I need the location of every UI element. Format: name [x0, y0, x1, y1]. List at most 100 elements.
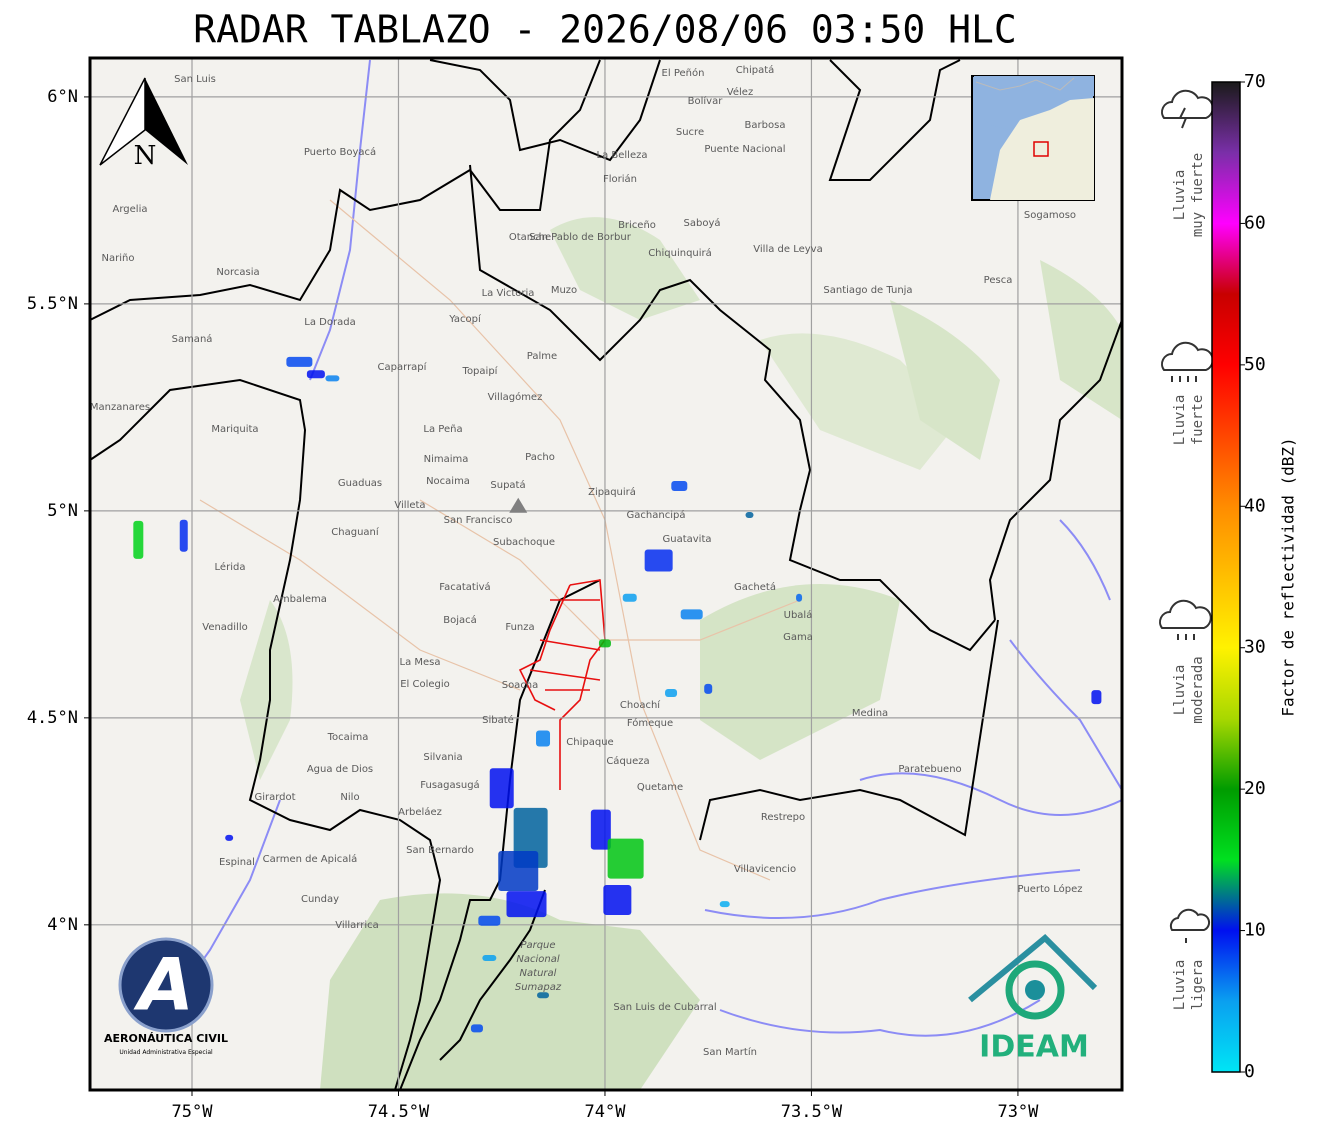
radar-echo: [590, 809, 611, 850]
title: RADAR TABLAZO - 2026/08/06 03:50 HLC: [193, 8, 1017, 52]
radar-echo: [607, 838, 644, 879]
radar-echo: [719, 901, 730, 908]
place-label: Saboyá: [684, 217, 721, 229]
radar-echoes: [133, 356, 1102, 1033]
place-label: Pacho: [525, 452, 555, 463]
radar-echo: [796, 593, 803, 602]
colorbar-tick-label: 70: [1244, 71, 1266, 92]
radar-echo: [622, 593, 637, 602]
radar-echo: [536, 730, 551, 747]
place-label: Sucre: [676, 127, 704, 138]
place-label: Fómeque: [627, 717, 673, 729]
aerocivil-logo: A AERONÁUTICA CIVIL Unidad Administrativ…: [104, 937, 228, 1056]
rain-category-label: moderada: [1190, 656, 1206, 723]
ideam-logo: IDEAM: [968, 933, 1098, 1065]
place-label: Paratebueno: [898, 764, 961, 775]
radar-echo: [478, 915, 501, 926]
place-label: Ubalá: [784, 609, 813, 621]
place-label: San Luis de Cubarral: [613, 1002, 716, 1013]
radar-echo: [1091, 690, 1102, 705]
radar-echo: [482, 954, 497, 961]
place-label: Chiquinquirá: [648, 247, 712, 259]
place-label: Guatavita: [662, 534, 711, 545]
place-label: Chipaque: [566, 737, 613, 748]
place-label: Gachancipá: [627, 509, 686, 521]
place-label: San Francisco: [444, 515, 513, 526]
place-label: Supatá: [490, 479, 525, 491]
colorbar-tick-label: 10: [1244, 920, 1266, 941]
place-label: Barbosa: [745, 120, 786, 131]
rain-category-label: fuerte: [1190, 395, 1206, 446]
colorbar-tick-label: 60: [1244, 212, 1266, 233]
place-label: Quetame: [637, 782, 683, 793]
place-label: Villagómez: [488, 391, 543, 403]
place-label: Ambalema: [273, 594, 327, 605]
place-label: Restrepo: [761, 812, 805, 823]
colorbar-tick-label: 30: [1244, 637, 1266, 658]
place-label: Espinal: [219, 857, 255, 868]
place-label: Puente Nacional: [704, 144, 785, 155]
place-label: La Belleza: [597, 150, 648, 161]
colorbar-tick-label: 40: [1244, 495, 1266, 516]
place-label: Fusagasugá: [420, 779, 479, 791]
place-label: Nariño: [102, 253, 135, 264]
place-label: Puerto López: [1018, 883, 1083, 895]
radar-echo: [286, 356, 313, 367]
place-label: Norcasia: [216, 267, 259, 278]
place-label: El Peñón: [662, 67, 705, 79]
place-label: Gama: [783, 632, 813, 643]
park-label: Natural: [520, 968, 557, 979]
place-label: La Mesa: [400, 657, 441, 668]
radar-site: [509, 497, 528, 513]
place-label: Cunday: [301, 894, 339, 905]
place-label: Briceño: [618, 220, 656, 231]
colorbar-tick-label: 0: [1244, 1061, 1255, 1082]
place-label: Vélez: [727, 86, 753, 98]
place-label: Pesca: [984, 275, 1013, 286]
place-label: Muzo: [551, 285, 577, 296]
place-label: Funza: [505, 622, 534, 633]
place-label: La Victoria: [482, 288, 535, 299]
place-label: Villavicencio: [734, 864, 796, 875]
place-label: San Bernardo: [406, 845, 474, 856]
place-label: Chaguaní: [331, 526, 380, 538]
radar-echo: [671, 481, 688, 492]
place-label: Medina: [852, 708, 888, 719]
x-tick-label: 74.5°W: [368, 1102, 430, 1122]
place-label: El Colegio: [400, 679, 450, 690]
rain-icons: [1159, 89, 1214, 943]
place-label: Lérida: [215, 561, 246, 573]
place-label: Choachí: [620, 699, 661, 711]
park-label: Parque: [520, 940, 555, 951]
rain-category-label: Lluvia: [1172, 960, 1188, 1011]
place-label: Nimaima: [424, 454, 469, 465]
place-label: Agua de Dios: [307, 764, 373, 775]
basemap: San Luis El Peñón Chipatá Vélez Puerto Boyac…: [90, 58, 1122, 1090]
radar-echo: [470, 1024, 483, 1033]
place-label: Girardot: [254, 792, 295, 803]
place-label: Carmen de Apicalá: [263, 853, 358, 865]
rain-category-label: Lluvia: [1172, 170, 1188, 221]
place-label: Samaná: [172, 333, 213, 345]
place-label: Florián: [603, 173, 637, 185]
y-tick-label: 6°N: [47, 87, 78, 107]
radar-echo: [704, 683, 713, 694]
place-label: Zipaquirá: [588, 486, 636, 498]
aerocivil-name: AERONÁUTICA CIVIL: [104, 1032, 228, 1045]
place-label: Nilo: [340, 792, 359, 803]
radar-echo: [489, 768, 514, 809]
park-label: Nacional: [516, 954, 559, 965]
radar-echo: [644, 549, 673, 572]
north-arrow: N: [99, 77, 188, 171]
place-label: Otanche: [509, 232, 551, 243]
place-label: Santiago de Tunja: [823, 285, 912, 296]
place-label: Sibaté: [482, 714, 514, 726]
place-label: La Dorada: [304, 317, 355, 328]
y-tick-label: 5°N: [47, 501, 78, 521]
rain-category-label: muy fuerte: [1190, 153, 1206, 237]
rain-category-label: Lluvia: [1172, 665, 1188, 716]
